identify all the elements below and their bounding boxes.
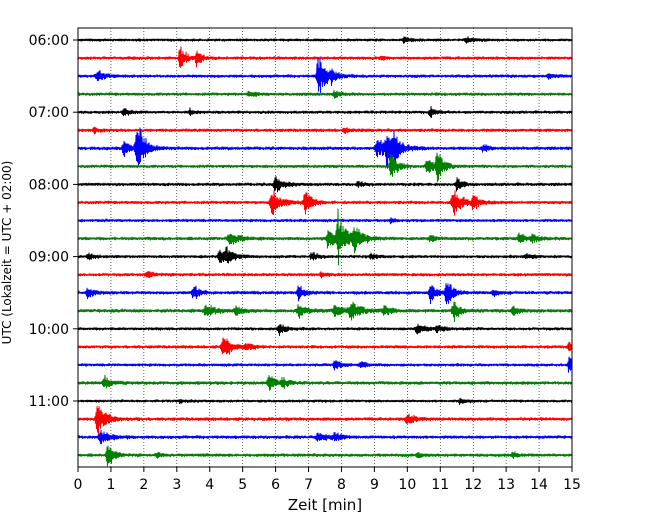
x-tick-label: 3 (172, 477, 181, 493)
trace-0800 (77, 176, 573, 193)
y-tick-label: 08:00 (29, 177, 69, 193)
x-tick-label: 10 (398, 477, 416, 493)
trace-0930 (77, 282, 573, 305)
y-tick-label: 11:00 (29, 394, 69, 410)
y-tick-label: 07:00 (29, 105, 69, 121)
y-axis-label: UTC (Lokalzeit = UTC + 02:00) (0, 161, 14, 345)
y-tick-label: 09:00 (29, 250, 69, 266)
x-tick-label: 6 (271, 477, 280, 493)
x-tick-label: 12 (464, 477, 482, 493)
trace-1145 (77, 445, 573, 467)
x-tick-label: 1 (106, 477, 115, 493)
plot-frame (77, 27, 573, 468)
y-tick-label: 06:00 (29, 33, 69, 49)
y-tick-label: 10:00 (29, 322, 69, 338)
y-axis-ticks: 06:00 07:00 08:00 09:00 10:00 11:00 (29, 33, 78, 410)
x-axis-ticks: 0 1 2 3 4 5 6 7 8 9 10 11 12 13 14 15 (74, 467, 581, 493)
trace-0815 (77, 190, 573, 216)
trace-0715 (77, 126, 573, 135)
x-tick-label: 2 (139, 477, 148, 493)
trace-0745 (77, 152, 573, 183)
trace-0845 (77, 208, 573, 266)
trace-0900 (77, 246, 573, 264)
trace-1115 (77, 406, 573, 437)
x-tick-label: 13 (497, 477, 515, 493)
trace-0730 (77, 127, 573, 169)
trace-0915 (77, 271, 573, 279)
x-tick-label: 14 (530, 477, 548, 493)
seismic-traces (77, 36, 573, 467)
x-axis-label: Zeit [min] (288, 496, 362, 514)
trace-1030 (77, 356, 573, 373)
x-tick-label: 15 (563, 477, 581, 493)
x-tick-label: 5 (238, 477, 247, 493)
x-tick-label: 4 (205, 477, 214, 493)
x-tick-label: 7 (304, 477, 313, 493)
trace-0945 (77, 301, 573, 322)
trace-0615 (77, 46, 573, 68)
x-tick-label: 8 (337, 477, 346, 493)
trace-1130 (77, 430, 573, 445)
trace-1100 (77, 397, 573, 406)
x-tick-label: 11 (431, 477, 449, 493)
trace-1015 (77, 337, 573, 355)
trace-1045 (77, 374, 573, 391)
x-tick-label: 0 (74, 477, 83, 493)
trace-1000 (77, 323, 573, 336)
trace-0645 (77, 89, 573, 99)
trace-0700 (77, 106, 573, 118)
trace-0630 (77, 57, 573, 94)
x-tick-label: 9 (370, 477, 379, 493)
trace-0830 (77, 217, 573, 225)
trace-0600 (77, 36, 573, 44)
